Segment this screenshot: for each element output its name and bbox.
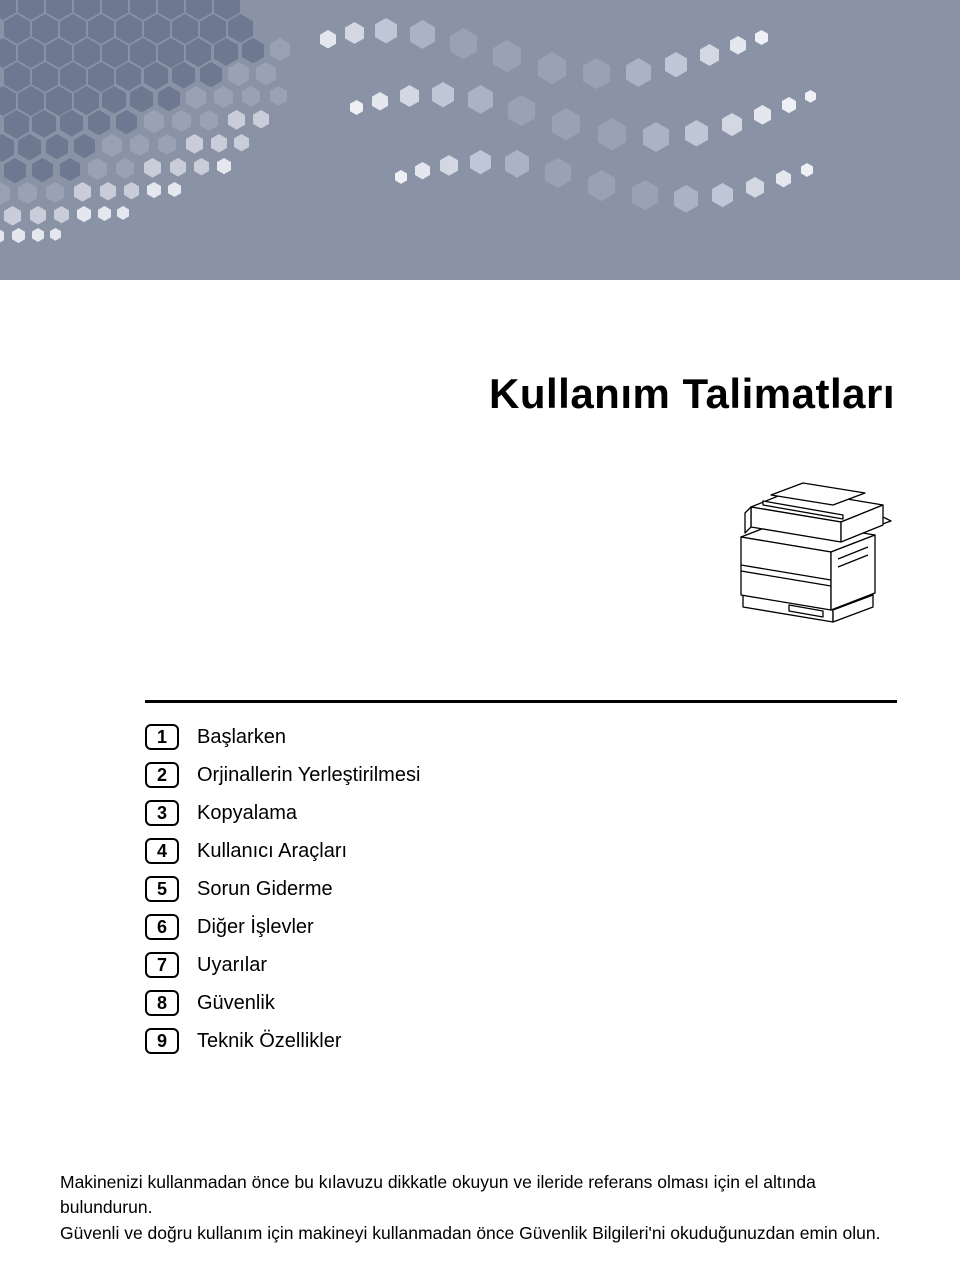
toc-number: 9: [145, 1028, 179, 1054]
toc-label: Orjinallerin Yerleştirilmesi: [197, 764, 420, 787]
toc-label: Uyarılar: [197, 954, 267, 977]
toc-item: 5 Sorun Giderme: [145, 870, 897, 908]
toc-item: 2 Orjinallerin Yerleştirilmesi: [145, 756, 897, 794]
toc-item: 8 Güvenlik: [145, 984, 897, 1022]
toc-label: Güvenlik: [197, 992, 275, 1015]
header-banner: [0, 0, 960, 280]
toc-label: Diğer İşlevler: [197, 916, 314, 939]
table-of-contents: 1 Başlarken 2 Orjinallerin Yerleştirilme…: [145, 718, 897, 1060]
toc-label: Başlarken: [197, 726, 286, 749]
footer-notice: Makinenizi kullanmadan önce bu kılavuzu …: [60, 1170, 898, 1246]
copier-illustration-icon: [723, 455, 898, 625]
hex-pattern: [0, 0, 960, 280]
footer-line-1: Makinenizi kullanmadan önce bu kılavuzu …: [60, 1170, 898, 1221]
toc-number: 8: [145, 990, 179, 1016]
toc-number: 6: [145, 914, 179, 940]
toc-item: 3 Kopyalama: [145, 794, 897, 832]
toc-label: Kopyalama: [197, 802, 297, 825]
toc-label: Sorun Giderme: [197, 878, 333, 901]
toc-number: 4: [145, 838, 179, 864]
toc-label: Kullanıcı Araçları: [197, 840, 347, 863]
footer-line-2: Güvenli ve doğru kullanım için makineyi …: [60, 1221, 898, 1246]
document-title: Kullanım Talimatları: [489, 370, 895, 417]
toc-number: 2: [145, 762, 179, 788]
toc-label: Teknik Özellikler: [197, 1030, 341, 1053]
toc-number: 5: [145, 876, 179, 902]
toc-item: 1 Başlarken: [145, 718, 897, 756]
toc-item: 7 Uyarılar: [145, 946, 897, 984]
toc-number: 3: [145, 800, 179, 826]
toc-number: 7: [145, 952, 179, 978]
toc-item: 4 Kullanıcı Araçları: [145, 832, 897, 870]
toc-item: 9 Teknik Özellikler: [145, 1022, 897, 1060]
toc-number: 1: [145, 724, 179, 750]
toc-item: 6 Diğer İşlevler: [145, 908, 897, 946]
toc-divider: [145, 700, 897, 703]
title-row: Kullanım Talimatları: [0, 370, 960, 418]
